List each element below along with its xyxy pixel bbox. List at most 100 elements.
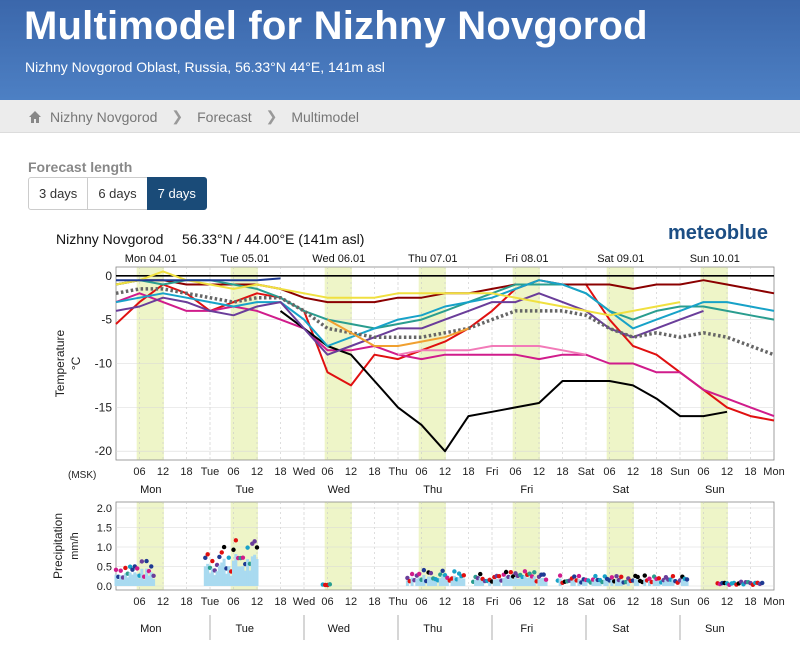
precipitation-bar [666,581,670,586]
temperature-axis-unit: °C [69,356,83,370]
precipitation-point [254,545,260,550]
day-label-top: Tue 05.01 [220,253,269,265]
precipitation-bar [502,578,506,586]
precipitation-point [252,539,257,544]
precipitation-point [503,569,509,575]
x-tick-label: 12 [439,466,451,478]
precipitation-point [139,559,145,564]
x-tick-label: 12 [251,466,263,478]
precipitation-bar [542,577,546,586]
precipitation-bar [598,581,602,586]
temperature-series-line [397,345,587,356]
precipitation-point [647,576,652,581]
precipitation-bar [633,578,637,586]
precipitation-bar [497,579,501,586]
precipitation-point [461,573,466,578]
precipitation-point [130,567,135,572]
day-label-top: Wed 06.01 [312,253,365,265]
precipitation-bar [506,579,510,586]
precipitation-bar [488,581,492,586]
day-name-label: Sat [613,623,630,635]
precipitation-bar [544,581,548,586]
precipitation-bar [119,575,123,586]
precipitation-bar [227,566,231,586]
precipitation-bar [248,570,252,586]
precipitation-bar [685,581,689,586]
precipitation-bar [615,579,619,586]
precipitation-bar [217,565,221,586]
x-tick-label: 06 [133,466,145,478]
precipitation-point [440,568,445,573]
precipitation-bar [671,579,675,586]
meteoblue-logo: meteoblue [668,222,768,244]
forecast-length-selector: 3 days 6 days 7 days [28,177,207,210]
temperature-series-line [115,287,775,357]
x-tick-label: Wed [293,596,315,608]
x-tick-label: 12 [251,596,263,608]
page-header: Multimodel for Nizhny Novgorod Nizhny No… [0,0,800,100]
precipitation-bar [577,579,581,586]
precipitation-bar [584,581,588,586]
precipitation-point [543,577,549,582]
precipitation-bar [647,580,651,586]
precipitation-bar [532,576,536,586]
precipitation-point [642,573,647,578]
precipitation-bar [438,578,442,586]
chart-coords-label: 56.33°N / 44.00°E (141m asl) [182,231,364,247]
x-tick-label: 12 [721,466,733,478]
forecast-3-days-button[interactable]: 3 days [28,177,89,210]
breadcrumb-item-forecast[interactable]: Forecast [197,108,252,125]
x-tick-label: 06 [697,466,709,478]
precipitation-bar [481,581,485,586]
x-tick-label: 12 [627,466,639,478]
precipitation-bar [516,578,520,586]
timezone-label: (MSK) [68,470,96,481]
home-icon[interactable] [28,110,42,124]
precipitation-point [221,544,227,550]
x-tick-label: 06 [509,466,521,478]
precipitation-bar [511,579,515,586]
precipitation-bar [213,575,217,586]
day-name-label: Mon [140,623,161,635]
precipitation-point [508,570,513,575]
precipitation-bar [224,573,228,586]
forecast-7-days-button[interactable]: 7 days [146,177,207,210]
precipitation-bar [476,580,480,586]
y-tick-label: 1.5 [97,523,112,535]
precipitation-bar [220,562,224,586]
x-tick-label: Sat [578,466,595,478]
precipitation-bar [415,578,419,586]
forecast-6-days-button[interactable]: 6 days [87,177,148,210]
temperature-series-line [115,292,775,418]
x-tick-label: 18 [368,596,380,608]
precipitation-point [210,558,215,564]
precipitation-bar [617,581,621,586]
precipitation-bar [474,579,478,586]
precipitation-point [226,555,231,560]
precipitation-bar [255,559,259,586]
temperature-series-line [327,318,469,347]
x-tick-label: 18 [556,466,568,478]
precipitation-point [151,573,156,578]
precipitation-bar [232,560,235,586]
precipitation-bar [427,576,431,586]
forecast-length-label: Forecast length [28,159,133,175]
precipitation-point [113,567,119,572]
breadcrumb-item-multimodel[interactable]: Multimodel [291,108,360,125]
precipitation-bar [523,575,527,586]
precipitation-bar [539,578,543,586]
precipitation-bar [626,580,630,586]
precipitation-bar [410,577,414,586]
y-tick-label: -10 [95,357,113,371]
x-tick-label: 18 [744,466,756,478]
precipitation-point [203,555,208,561]
x-tick-label: 06 [321,596,333,608]
precipitation-bar [147,575,151,586]
precipitation-bar [619,579,623,586]
breadcrumb-item-location[interactable]: Nizhny Novgorod [50,108,158,125]
x-tick-label: Tue [201,596,220,608]
precipitation-bar [525,578,529,586]
precipitation-point [576,573,582,579]
chevron-right-icon: ❯ [171,108,184,124]
precipitation-point [146,568,152,574]
